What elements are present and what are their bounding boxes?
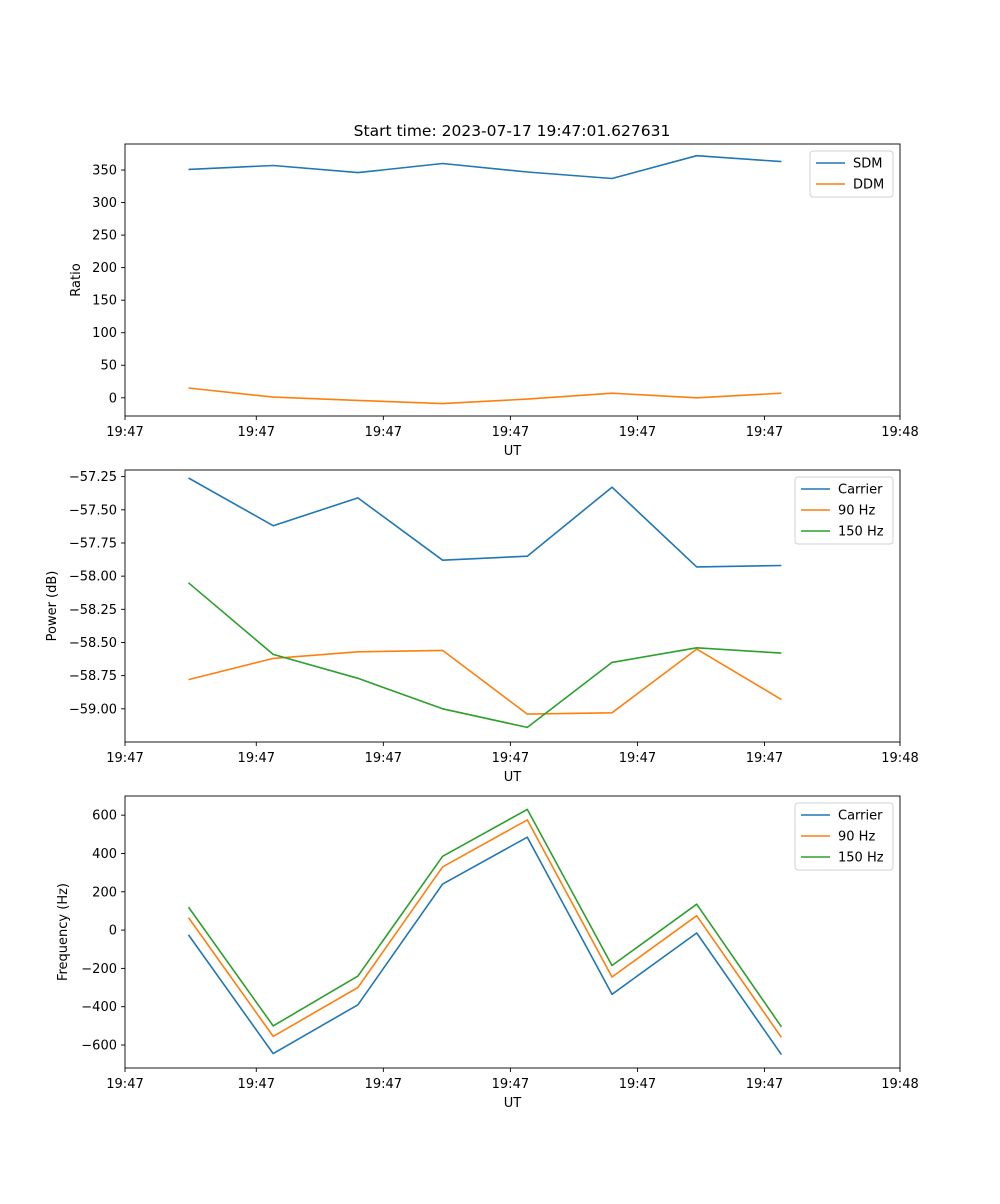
legend-label: Carrier [838,809,883,824]
legend-label: 90 Hz [838,504,875,519]
y-tick-label: −57.50 [69,503,117,518]
y-tick-label: 200 [92,885,117,900]
x-tick-label: 19:47 [492,751,529,766]
legend: SDM DDM [809,150,894,198]
y-tick-label: 100 [92,326,117,341]
plot-frame [124,795,901,1069]
y-tick-label: −58.50 [69,636,117,651]
x-tick-label: 19:47 [365,1077,402,1092]
legend: Carrier 90 Hz 150 Hz [794,802,894,871]
x-tick-label: 19:47 [106,751,143,766]
y-tick-label: −400 [81,1000,117,1015]
legend-label: Carrier [838,483,883,498]
y-tick-label: −600 [81,1039,117,1054]
series-line-carrier [188,477,782,568]
y-tick-label: 0 [109,391,117,406]
x-tick-label: 19:47 [106,425,143,440]
legend-box [794,476,894,545]
legend-label: 150 Hz [838,851,884,866]
x-tick-label: 19:47 [238,425,275,440]
power-panel: −59.00 −58.75 −58.50 −58.25 −58.00 −57.75 −57.… [45,469,919,785]
plot-frame [124,469,901,743]
y-tick-label: 50 [100,359,117,374]
y-tick-label: 350 [92,164,117,179]
x-tick-label: 19:47 [365,425,402,440]
series-line-150-hz [187,582,782,729]
y-tick-label: −200 [81,962,117,977]
x-tick-label: 19:47 [106,1077,143,1092]
series-line-carrier [187,836,783,1056]
x-tick-label: 19:47 [492,425,529,440]
y-tick-label: −57.25 [69,470,117,485]
x-tick-label: 19:47 [746,751,783,766]
legend-label: 90 Hz [838,830,875,845]
y-tick-label: 200 [92,261,117,276]
x-tick-label: 19:47 [365,751,402,766]
y-tick-label: 250 [92,229,117,244]
plot-frame [124,143,901,417]
x-axis-label: UT [504,1096,522,1111]
series-line-sdm [188,154,782,180]
frequency-panel: −600 −400 −200 0 200 400 600 19:47 19:47 19:47 19:… [56,795,919,1111]
y-axis-label: Power (dB) [45,571,60,642]
x-axis-label: UT [504,444,522,459]
x-tick-label: 19:47 [619,751,656,766]
y-tick-label: −58.75 [69,669,117,684]
x-tick-label: 19:48 [881,1077,918,1092]
series-line-ddm [188,387,782,405]
y-tick-label: −59.00 [69,702,117,717]
x-tick-label: 19:47 [492,1077,529,1092]
x-tick-label: 19:47 [746,1077,783,1092]
x-tick-label: 19:48 [881,751,918,766]
legend-label: 150 Hz [838,525,884,540]
x-tick-label: 19:47 [619,1077,656,1092]
x-tick-label: 19:47 [238,751,275,766]
ratio-panel: Start time: 2023-07-17 19:47:01.627631 0… [69,122,919,459]
chart-title: Start time: 2023-07-17 19:47:01.627631 [354,122,671,140]
x-tick-label: 19:47 [746,425,783,440]
y-tick-label: 0 [109,924,117,939]
x-tick-label: 19:48 [881,425,918,440]
y-tick-label: 300 [92,196,117,211]
y-tick-label: 400 [92,847,117,862]
x-axis-label: UT [504,770,522,785]
x-tick-label: 19:47 [619,425,656,440]
y-tick-label: 150 [92,294,117,309]
y-tick-label: −57.75 [69,536,117,551]
x-tick-label: 19:47 [238,1077,275,1092]
series-line-90-hz [187,819,783,1038]
y-tick-label: −58.00 [69,570,117,585]
legend: Carrier 90 Hz 150 Hz [794,476,894,545]
legend-label: SDM [853,157,882,172]
y-tick-label: −58.25 [69,603,117,618]
y-axis-label: Frequency (Hz) [56,883,71,981]
legend-box [794,802,894,871]
series-line-150-hz [187,808,783,1028]
y-axis-label: Ratio [69,263,84,296]
legend-label: DDM [853,178,884,193]
y-tick-label: 600 [92,809,117,824]
series-line-90-hz [188,648,782,715]
